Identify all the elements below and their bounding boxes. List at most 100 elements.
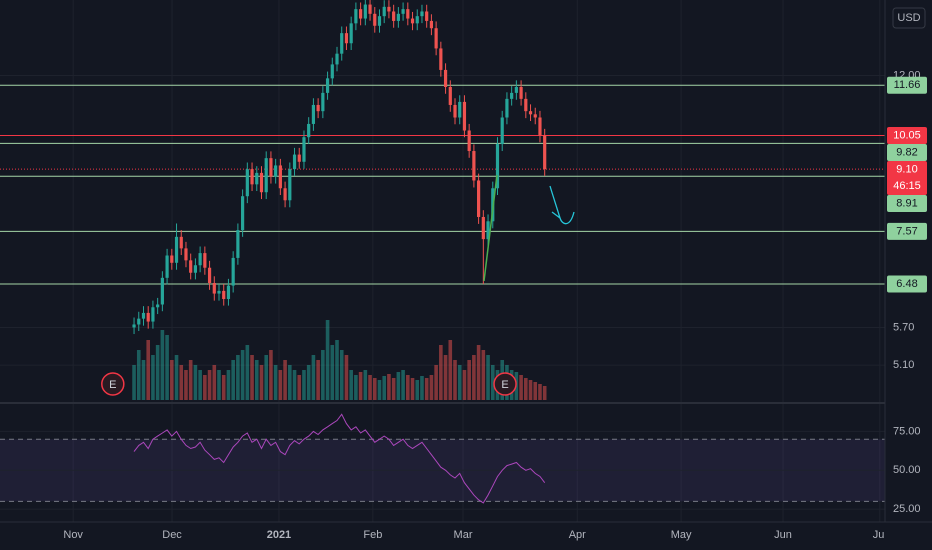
volume-bar — [410, 378, 415, 400]
candle-body — [481, 216, 485, 240]
volume-bar — [231, 360, 235, 400]
candle-body — [543, 135, 547, 170]
price-axis: USD 5.105.7012.0025.0050.0075.0011.6610.… — [884, 0, 932, 550]
arrow-drawing — [549, 185, 575, 225]
candle-body — [288, 169, 292, 201]
volume-bar — [212, 365, 217, 400]
candle-body — [538, 117, 542, 136]
volume-bar — [462, 370, 467, 400]
volume-bar — [434, 365, 438, 400]
volume-bar — [306, 365, 311, 400]
candle-body — [486, 221, 490, 240]
candle-body — [344, 33, 349, 44]
candle-body — [292, 154, 297, 170]
candle-body — [340, 33, 344, 54]
volume-bar — [486, 355, 490, 400]
volume-bar — [363, 370, 368, 400]
volume-bar — [302, 370, 306, 400]
candle-body — [245, 169, 249, 197]
volume-bar — [283, 360, 287, 400]
candle-body — [132, 324, 136, 328]
candle-body — [165, 255, 169, 278]
x-tick-label: Feb — [363, 529, 382, 541]
candle-body — [382, 6, 386, 17]
earnings-label: E — [109, 379, 116, 391]
candle-body — [519, 86, 523, 99]
volume-bar — [264, 355, 269, 400]
countdown: 46:15 — [893, 180, 921, 192]
volume-bar — [349, 370, 353, 400]
candle-body — [170, 255, 174, 263]
candle-body — [193, 265, 198, 273]
candle-body — [363, 4, 367, 19]
time-axis: Nov Dec 2021 Feb Mar Apr May Jun Jul — [63, 529, 886, 541]
volume-bar — [273, 365, 278, 400]
candle-body — [141, 312, 146, 319]
y-tick-label: 5.70 — [893, 321, 914, 333]
candle-body — [217, 290, 221, 294]
level-label-box — [887, 127, 927, 145]
volume-bar — [448, 340, 453, 400]
candle-body — [189, 260, 193, 273]
volume-bar — [490, 365, 495, 400]
volume-bar — [321, 350, 325, 400]
candle-body — [377, 16, 382, 26]
volume-bar — [354, 375, 358, 400]
volume-bar — [250, 355, 254, 400]
rsi-tick-label: 50.00 — [893, 464, 921, 476]
candle-body — [462, 101, 467, 131]
candle-body — [425, 11, 429, 21]
level-label: 8.91 — [896, 197, 917, 209]
x-tick-label: Dec — [162, 529, 182, 541]
volume-bar — [476, 345, 481, 400]
volume-bar — [297, 375, 302, 400]
x-tick-label: 2021 — [267, 529, 291, 541]
candle-body — [387, 6, 391, 12]
rsi-tick-label: 25.00 — [893, 503, 921, 515]
volume-bar — [396, 372, 401, 400]
candle-body — [325, 78, 330, 93]
candle-body — [156, 304, 160, 308]
volume-bar — [165, 335, 169, 400]
level-label-box — [887, 195, 927, 213]
candle-body — [151, 307, 155, 322]
candle-body — [510, 92, 514, 99]
volume-bar — [372, 378, 377, 400]
candle-body — [429, 20, 434, 29]
earnings-marker — [101, 372, 125, 396]
volume-bar — [481, 350, 486, 400]
candle-body — [274, 165, 278, 177]
candle-body — [415, 16, 419, 24]
candle-body — [420, 11, 424, 17]
level-label-box — [887, 76, 927, 94]
x-tick-label: Nov — [63, 529, 83, 541]
volume-bar — [335, 340, 339, 400]
volume-bar — [160, 330, 165, 400]
currency-box — [892, 7, 926, 29]
volume-bar — [453, 360, 457, 400]
volume-bar — [528, 380, 533, 400]
candle-body — [236, 230, 240, 258]
volume-bar — [278, 370, 283, 400]
level-label-box — [887, 222, 927, 240]
volume-bar — [141, 360, 146, 400]
candle-body — [410, 18, 415, 24]
candle-body — [439, 48, 443, 70]
candle-body — [524, 98, 528, 112]
volume-bar — [188, 360, 193, 400]
volume-bar — [236, 355, 240, 400]
candle-body — [179, 236, 183, 249]
candle-body — [264, 158, 268, 193]
x-tick-label: Mar — [454, 529, 473, 541]
volume-bar — [330, 345, 335, 400]
candle-body — [278, 165, 282, 189]
rsi-line — [133, 413, 546, 504]
candle-body — [443, 69, 448, 87]
volume-bar — [217, 370, 221, 400]
candle-body — [335, 53, 339, 65]
candle-body — [453, 104, 457, 118]
candle-body — [184, 248, 188, 261]
candle-body — [203, 253, 207, 268]
trend-line — [483, 174, 498, 282]
